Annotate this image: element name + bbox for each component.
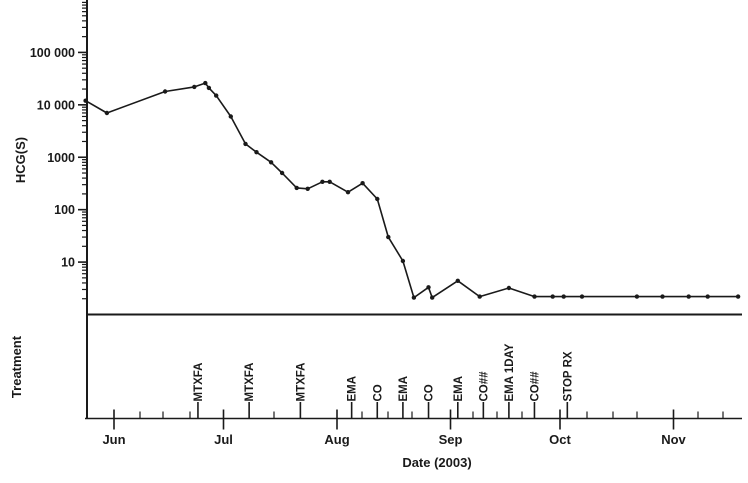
y-tick-label: 1000 — [47, 151, 75, 165]
treatment-axis-title: Treatment — [9, 335, 24, 398]
data-point — [705, 294, 710, 299]
data-point — [430, 295, 435, 300]
data-point — [455, 278, 460, 283]
data-point — [294, 185, 299, 191]
x-month-label: Oct — [549, 432, 571, 447]
data-point — [192, 84, 197, 90]
data-point — [327, 179, 332, 184]
treatment-label: CO## — [478, 371, 490, 402]
data-point — [214, 93, 219, 98]
x-month-label: Jul — [214, 432, 233, 447]
x-axis-title: Date (2003) — [402, 455, 471, 470]
data-point — [477, 294, 482, 299]
data-point — [360, 181, 365, 186]
y-axis: 100 000 10 000 1000 100 10 — [30, 0, 742, 419]
data-point — [561, 294, 566, 299]
data-point — [305, 186, 310, 191]
data-point — [243, 141, 248, 147]
data-point — [386, 234, 391, 240]
y-tick-label: 10 000 — [37, 98, 75, 112]
data-point — [206, 85, 212, 91]
treatment-label: CO — [424, 384, 436, 401]
data-point — [83, 98, 88, 103]
treatment-label: MTXFA — [244, 363, 256, 402]
treatment-label: EMA 1DAY — [504, 343, 516, 401]
data-point — [634, 294, 640, 299]
x-month-label: Nov — [661, 432, 686, 447]
y-tick-label: 100 000 — [30, 46, 75, 60]
hcg-line — [84, 82, 739, 299]
y-tick-label: 10 — [61, 256, 75, 270]
y-axis-title: HCG(S) — [13, 137, 28, 183]
data-point — [426, 285, 431, 290]
data-point — [345, 190, 351, 195]
data-point — [162, 89, 168, 94]
data-point — [550, 294, 555, 299]
hcg-series — [83, 80, 741, 300]
data-point — [506, 285, 512, 291]
data-point — [735, 294, 741, 299]
data-point — [228, 114, 233, 119]
treatment-label: MTXFA — [193, 363, 205, 402]
data-point — [279, 170, 285, 176]
data-point — [203, 80, 208, 86]
treatment-label: EMA — [347, 376, 359, 402]
data-point — [320, 179, 325, 184]
data-point — [660, 294, 665, 299]
data-point — [375, 196, 380, 202]
x-axis: Jun Jul Aug Sep Oct Nov — [85, 409, 742, 447]
treatment-label: EMA — [453, 376, 465, 402]
treatment-label: STOP RX — [562, 351, 574, 401]
treatment-label: MTXFA — [295, 363, 307, 402]
y-tick-label: 100 — [54, 203, 75, 217]
data-point — [411, 295, 417, 300]
data-point — [686, 294, 691, 299]
data-point — [104, 110, 110, 116]
x-month-label: Aug — [324, 432, 349, 447]
treatment-label: CO## — [529, 371, 541, 402]
data-point — [254, 150, 259, 155]
treatment-label: CO — [372, 384, 384, 401]
data-point — [268, 160, 274, 165]
treatment-label: EMA — [398, 376, 410, 402]
data-point — [579, 294, 585, 299]
data-point — [532, 294, 537, 299]
x-month-label: Sep — [439, 432, 463, 447]
treatment-axis: MTXFA MTXFA MTXFA EMA CO EMA CO EMA CO## EMA 1DAY… — [193, 343, 574, 419]
x-month-label: Jun — [102, 432, 125, 447]
data-point — [400, 258, 406, 264]
